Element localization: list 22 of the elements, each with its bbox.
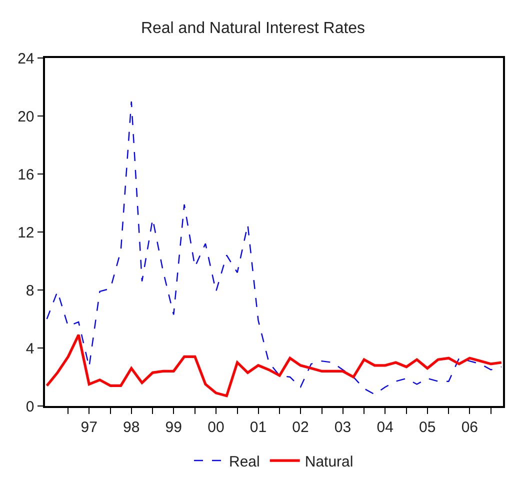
chart-title: Real and Natural Interest Rates bbox=[140, 20, 366, 37]
legend-label: Real bbox=[229, 453, 260, 470]
y-tick-label: 16 bbox=[18, 166, 34, 184]
x-tick-label: 00 bbox=[208, 418, 224, 436]
y-tick-label: 0 bbox=[26, 398, 34, 416]
line-series bbox=[46, 100, 502, 395]
x-tick-label: 98 bbox=[123, 418, 140, 436]
x-tick-label: 97 bbox=[80, 418, 98, 436]
y-tick-label: 4 bbox=[26, 340, 34, 358]
x-tick-label: 05 bbox=[419, 418, 436, 436]
x-tick-label: 03 bbox=[334, 418, 352, 436]
x-tick-label: 99 bbox=[165, 418, 182, 436]
x-tick-label: 02 bbox=[292, 418, 309, 436]
x-tick-label: 06 bbox=[461, 418, 478, 436]
y-tick-label: 12 bbox=[18, 224, 34, 242]
y-tick-label: 20 bbox=[18, 108, 34, 126]
x-tick-label: 01 bbox=[250, 418, 267, 436]
y-tick-label: 24 bbox=[18, 50, 34, 68]
y-tick-label: 8 bbox=[26, 282, 34, 300]
line-series bbox=[46, 334, 503, 398]
x-tick-label: 04 bbox=[376, 418, 394, 436]
legend-label: Natural bbox=[304, 453, 354, 470]
